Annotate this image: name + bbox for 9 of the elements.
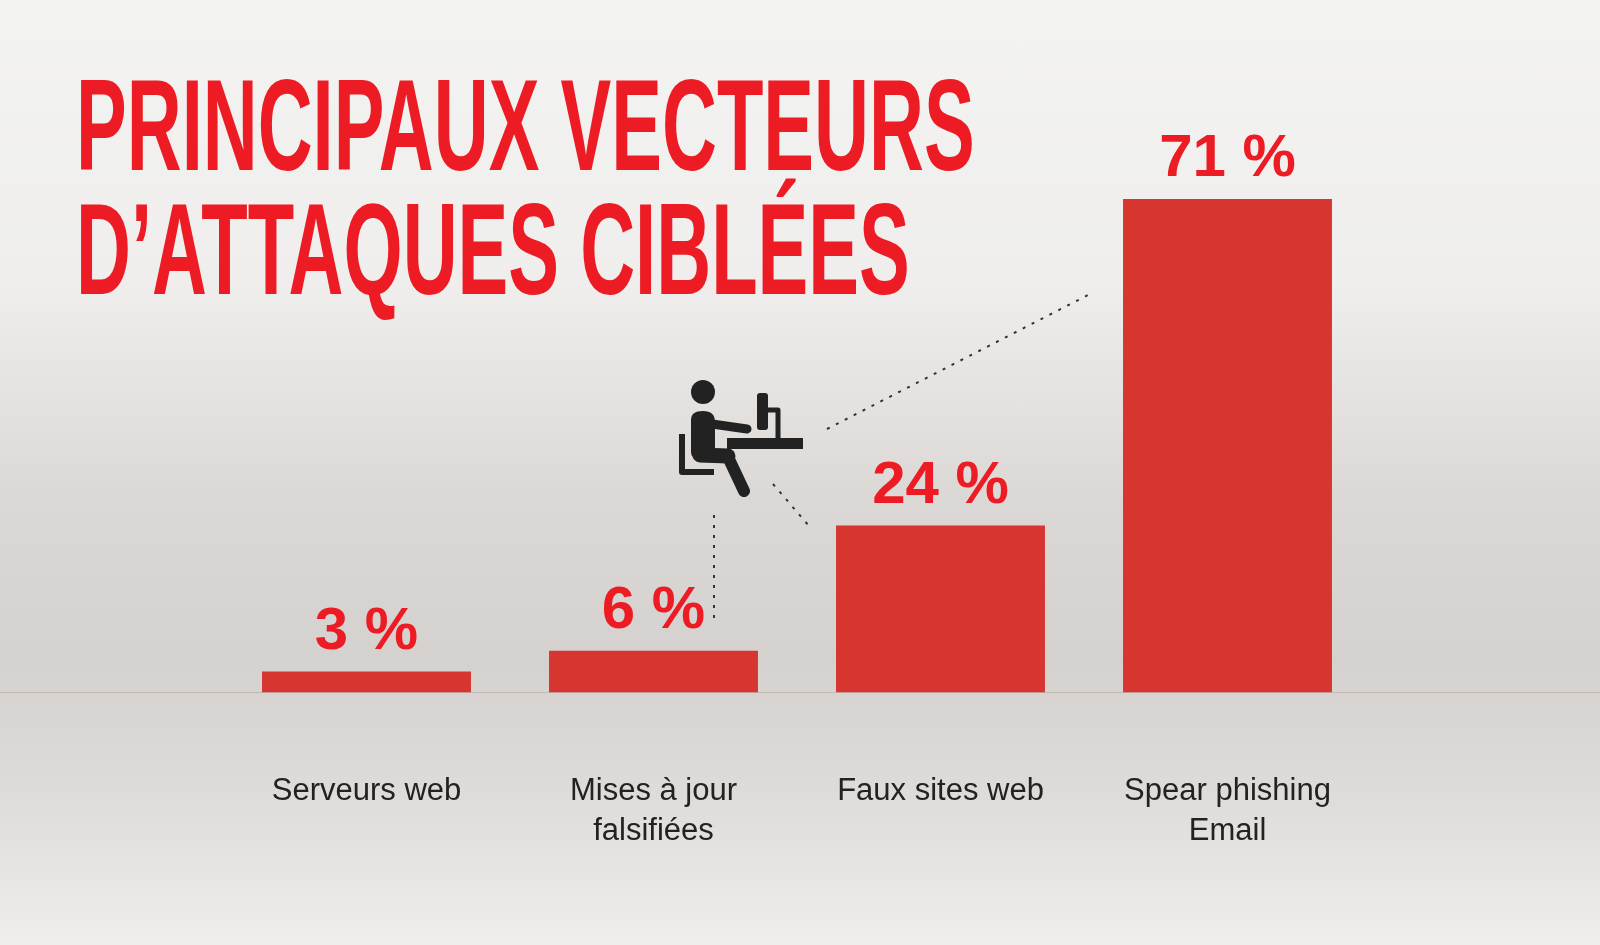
x-tick-label: Faux sites web xyxy=(837,772,1044,808)
x-tick-label: Spear phishing Email xyxy=(1124,772,1331,848)
chart-title: PRINCIPAUX VECTEURS D’ATTAQUES CIBLÉES xyxy=(76,52,976,322)
data-label: 3 % xyxy=(314,594,419,662)
data-label: 6 % xyxy=(601,573,706,641)
data-label: 24 % xyxy=(872,448,1009,516)
x-tick-label: Serveurs web xyxy=(271,772,462,808)
data-label: 71 % xyxy=(1159,122,1296,189)
x-tick-label: Mises à jour falsifiées xyxy=(569,772,738,848)
